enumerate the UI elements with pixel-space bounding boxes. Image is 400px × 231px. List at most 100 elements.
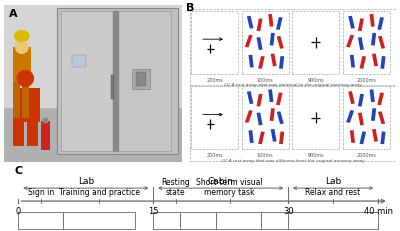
Bar <box>191 86 238 149</box>
Bar <box>378 36 385 49</box>
Text: 30: 30 <box>283 207 294 216</box>
Bar <box>43 118 47 122</box>
Bar <box>370 14 375 27</box>
Bar <box>22 82 29 118</box>
Text: 900ms: 900ms <box>308 78 324 83</box>
Bar <box>41 121 48 149</box>
Bar <box>358 94 364 106</box>
Bar <box>190 9 396 85</box>
Bar <box>4 107 182 162</box>
Bar <box>372 129 378 142</box>
Bar <box>279 56 284 69</box>
Bar <box>153 213 180 229</box>
Bar <box>114 11 118 151</box>
Text: Training and practice: Training and practice <box>59 188 140 197</box>
Text: A: A <box>9 9 18 19</box>
Text: 900ms: 900ms <box>308 153 324 158</box>
Bar <box>261 213 288 229</box>
Bar <box>270 108 275 121</box>
Bar <box>348 16 355 29</box>
Bar <box>180 213 216 229</box>
Bar <box>380 56 386 69</box>
Bar <box>256 18 262 31</box>
Text: Lab: Lab <box>78 177 94 186</box>
Bar <box>245 110 253 123</box>
Bar <box>132 69 150 89</box>
Text: 2000ms: 2000ms <box>357 78 376 83</box>
Bar <box>380 131 386 144</box>
Bar <box>118 11 171 151</box>
Text: 2000ms: 2000ms <box>357 153 376 158</box>
Bar <box>348 91 355 104</box>
Text: Resting
state: Resting state <box>162 178 190 197</box>
Bar <box>242 11 289 74</box>
Text: Cabin: Cabin <box>208 177 234 186</box>
Ellipse shape <box>17 71 33 86</box>
Text: 100ms: 100ms <box>257 78 274 83</box>
Bar <box>191 11 238 74</box>
Bar <box>247 16 254 29</box>
Bar <box>378 111 385 124</box>
Bar <box>372 54 378 66</box>
Bar <box>242 86 289 149</box>
Bar <box>18 213 64 229</box>
Bar <box>256 94 262 106</box>
Text: Relax and rest: Relax and rest <box>306 188 361 197</box>
Bar <box>350 130 355 143</box>
Bar <box>358 37 364 50</box>
Bar <box>370 89 375 102</box>
Bar <box>377 17 384 30</box>
Bar <box>248 55 254 67</box>
Bar <box>271 129 277 142</box>
Bar <box>377 92 384 105</box>
Bar <box>64 213 135 229</box>
Text: (2) A test array that was different from the original memory array.: (2) A test array that was different from… <box>221 158 365 163</box>
Text: C: C <box>14 166 22 176</box>
Bar <box>358 112 364 125</box>
Bar <box>13 118 24 146</box>
Bar <box>61 11 114 151</box>
Bar <box>292 86 339 149</box>
Bar <box>256 37 262 50</box>
Bar <box>190 85 396 161</box>
Text: 200ms: 200ms <box>206 78 223 83</box>
Bar <box>358 18 364 31</box>
Bar <box>343 11 390 74</box>
Bar <box>216 213 261 229</box>
Bar <box>346 110 354 123</box>
Bar <box>245 35 253 48</box>
Bar <box>27 122 38 146</box>
Bar <box>276 17 282 30</box>
Text: Short-term visual
memory task: Short-term visual memory task <box>196 178 263 197</box>
Bar <box>350 55 355 67</box>
Bar <box>268 14 274 27</box>
Ellipse shape <box>16 41 28 53</box>
Bar <box>343 86 390 149</box>
Bar <box>13 47 31 83</box>
Bar <box>276 92 282 105</box>
Text: 40 min: 40 min <box>364 207 392 216</box>
Bar <box>256 112 262 125</box>
Bar <box>271 54 277 66</box>
Bar <box>288 213 378 229</box>
Bar <box>268 89 274 102</box>
Bar <box>277 36 284 49</box>
Text: (1) A test array that was identical to the original memory array.: (1) A test array that was identical to t… <box>224 83 362 87</box>
Bar <box>111 75 114 99</box>
Bar <box>360 56 366 69</box>
Text: Sign in: Sign in <box>28 188 54 197</box>
Bar <box>292 11 339 74</box>
Text: 0: 0 <box>16 207 21 216</box>
Text: Lab: Lab <box>325 177 341 186</box>
Text: 15: 15 <box>148 207 158 216</box>
Bar <box>258 56 265 69</box>
Bar <box>248 130 254 143</box>
Bar <box>346 35 354 48</box>
Ellipse shape <box>15 30 29 42</box>
Bar <box>58 8 178 154</box>
Bar <box>270 33 275 46</box>
Bar <box>4 5 182 107</box>
Bar <box>72 55 86 67</box>
Bar <box>13 88 40 122</box>
Bar <box>247 91 254 104</box>
